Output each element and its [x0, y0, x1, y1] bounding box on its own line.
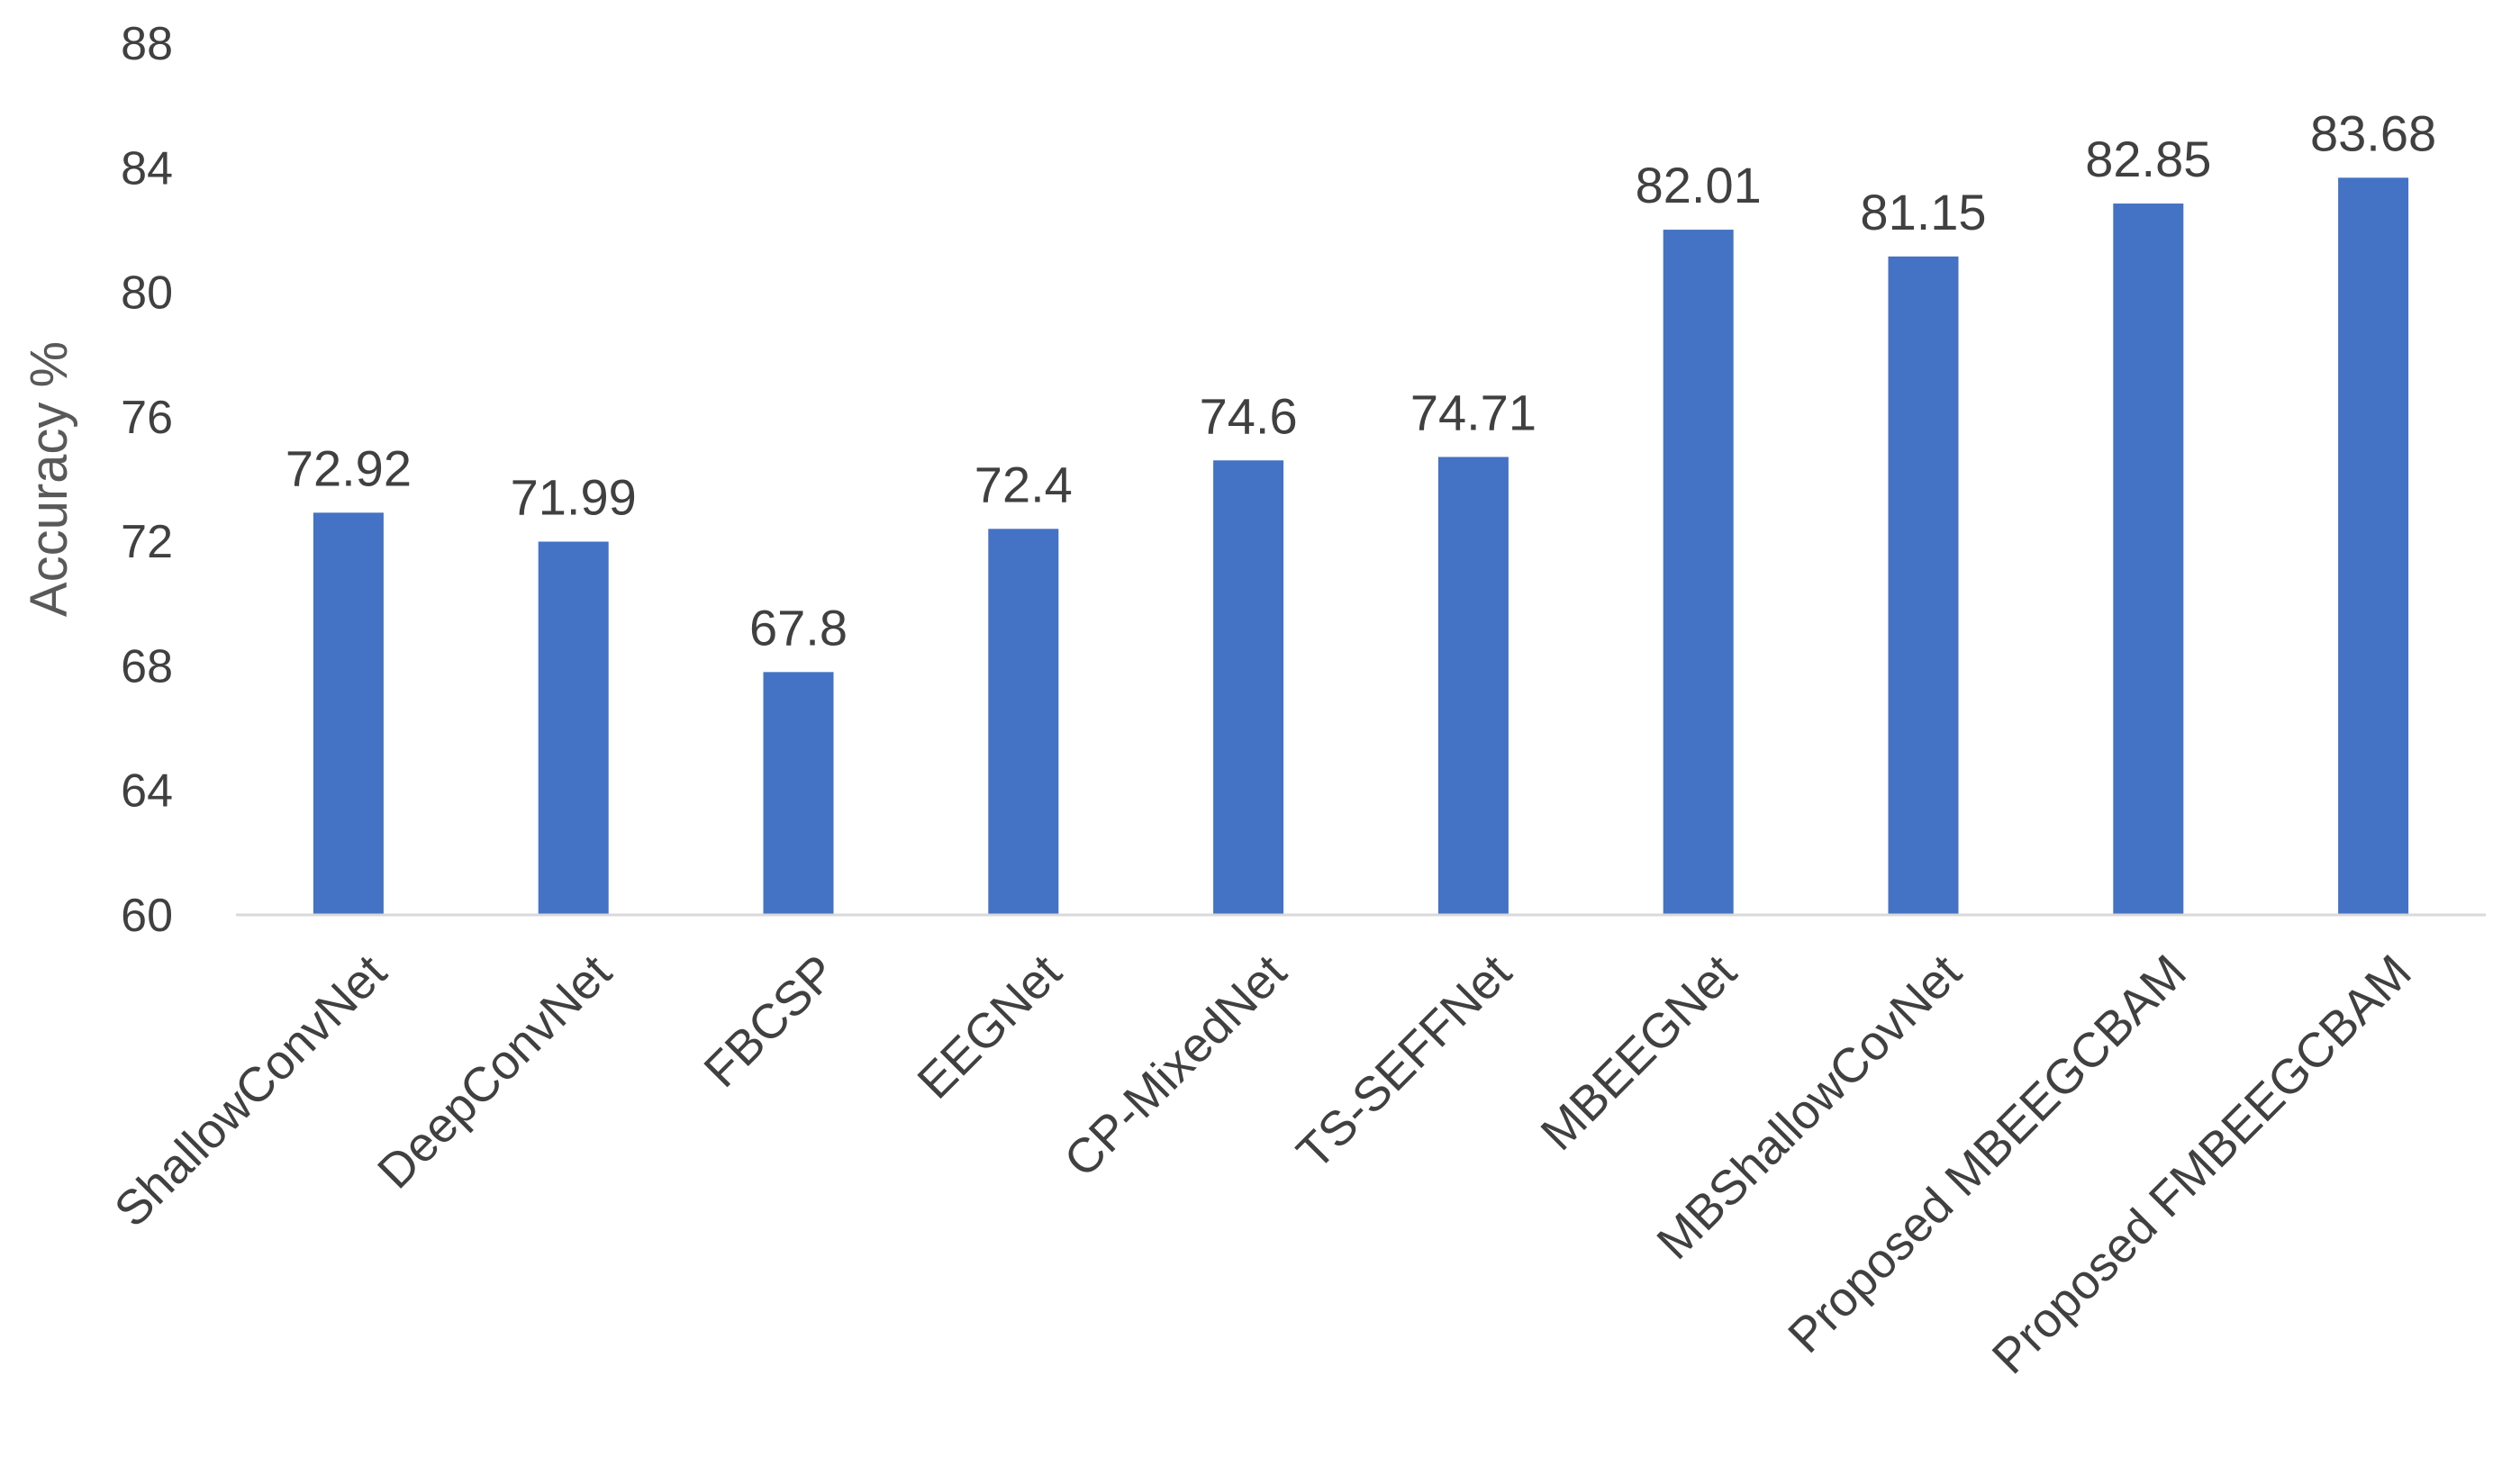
bar	[1888, 256, 1959, 915]
bar	[2338, 177, 2409, 915]
data-label: 82.01	[1636, 157, 1762, 213]
data-label: 67.8	[749, 599, 848, 656]
y-axis-title: Accuracy %	[20, 341, 78, 617]
y-tick-label: 76	[121, 392, 173, 444]
bar	[988, 529, 1059, 915]
data-label: 72.4	[974, 456, 1073, 512]
y-tick-label: 88	[121, 18, 173, 70]
data-label: 83.68	[2310, 104, 2436, 161]
data-label: 71.99	[511, 468, 637, 525]
category-label: TS-SEFFNet	[1287, 945, 1522, 1180]
data-label: 74.71	[1410, 384, 1537, 440]
data-label: 72.92	[286, 439, 412, 496]
data-label: 81.15	[1860, 184, 1986, 240]
bars	[313, 177, 2409, 916]
bar	[1213, 460, 1284, 915]
category-label: Proposed MBEEGCBAM	[1778, 945, 2197, 1363]
bar	[313, 512, 384, 915]
y-tick-label: 60	[121, 890, 173, 942]
bar	[538, 541, 609, 915]
category-label: CP-MixedNet	[1054, 945, 1296, 1187]
data-labels: 72.92 71.99 67.8 72.4 74.6 74.71 82.01 81.15 82.…	[286, 104, 2436, 656]
data-label: 82.85	[2085, 131, 2211, 187]
category-label: FBCSP	[693, 945, 847, 1098]
category-label: ShallowConvNet	[104, 945, 397, 1237]
y-tick-label: 72	[121, 516, 173, 568]
bar	[1663, 230, 1734, 915]
bar	[763, 672, 834, 915]
category-label: DeepConvNet	[367, 945, 621, 1199]
bar	[1437, 457, 1509, 915]
category-label: EEGNet	[907, 945, 1071, 1108]
data-label: 74.6	[1200, 387, 1298, 444]
category-label: MBEEGNet	[1531, 945, 1747, 1161]
y-tick-label: 80	[121, 267, 173, 320]
y-tick-label: 68	[121, 640, 173, 692]
y-tick-label: 64	[121, 765, 173, 818]
bar	[2113, 204, 2184, 916]
category-label: Proposed FMBEEGCBAM	[1982, 945, 2422, 1384]
y-tick-label: 84	[121, 142, 173, 195]
y-axis-ticks: 60 64 68 72 76 80 84 88	[121, 18, 173, 942]
